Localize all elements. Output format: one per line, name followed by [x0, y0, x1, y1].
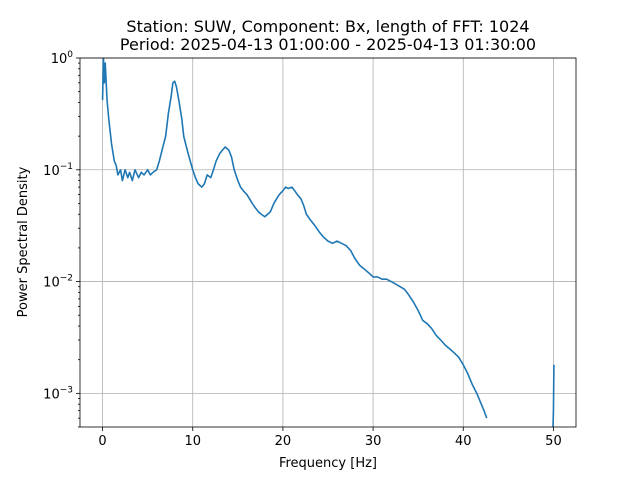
x-tick-label: 20 [275, 434, 292, 449]
plot-area [101, 58, 555, 427]
psd-series-line-segment-2 [552, 364, 555, 427]
y-tick-base: 10 [43, 164, 60, 179]
y-tick-base: 10 [51, 52, 68, 67]
y-axis-label: Power Spectral Density [16, 166, 31, 317]
x-tick-label: 0 [98, 434, 106, 449]
x-axis-label: Frequency [Hz] [279, 456, 377, 471]
chart-title-line1: Station: SUW, Component: Bx, length of F… [126, 17, 529, 36]
y-tick-base: 10 [43, 387, 60, 402]
x-tick-label: 40 [455, 434, 472, 449]
x-tick-label: 10 [184, 434, 201, 449]
chart-title-line2: Period: 2025-04-13 01:00:00 - 2025-04-13… [120, 35, 536, 54]
x-tick-label: 30 [365, 434, 382, 449]
y-tick-exponent: 0 [67, 50, 73, 60]
y-tick-label: 10−2 [43, 274, 73, 291]
y-tick-exponent: −1 [60, 162, 73, 172]
y-tick-label: 100 [51, 50, 74, 67]
y-tick-base: 10 [43, 276, 60, 291]
y-tick-label: 10−3 [43, 385, 73, 402]
y-tick-exponent: −3 [60, 385, 73, 395]
x-tick-label: 50 [545, 434, 562, 449]
x-axis: 0 10 20 30 40 50 [98, 427, 562, 449]
y-tick-label: 10−1 [43, 162, 73, 179]
axes-frame [79, 57, 577, 428]
y-tick-exponent: −2 [60, 274, 73, 284]
psd-series-line-segment-1 [101, 58, 488, 419]
